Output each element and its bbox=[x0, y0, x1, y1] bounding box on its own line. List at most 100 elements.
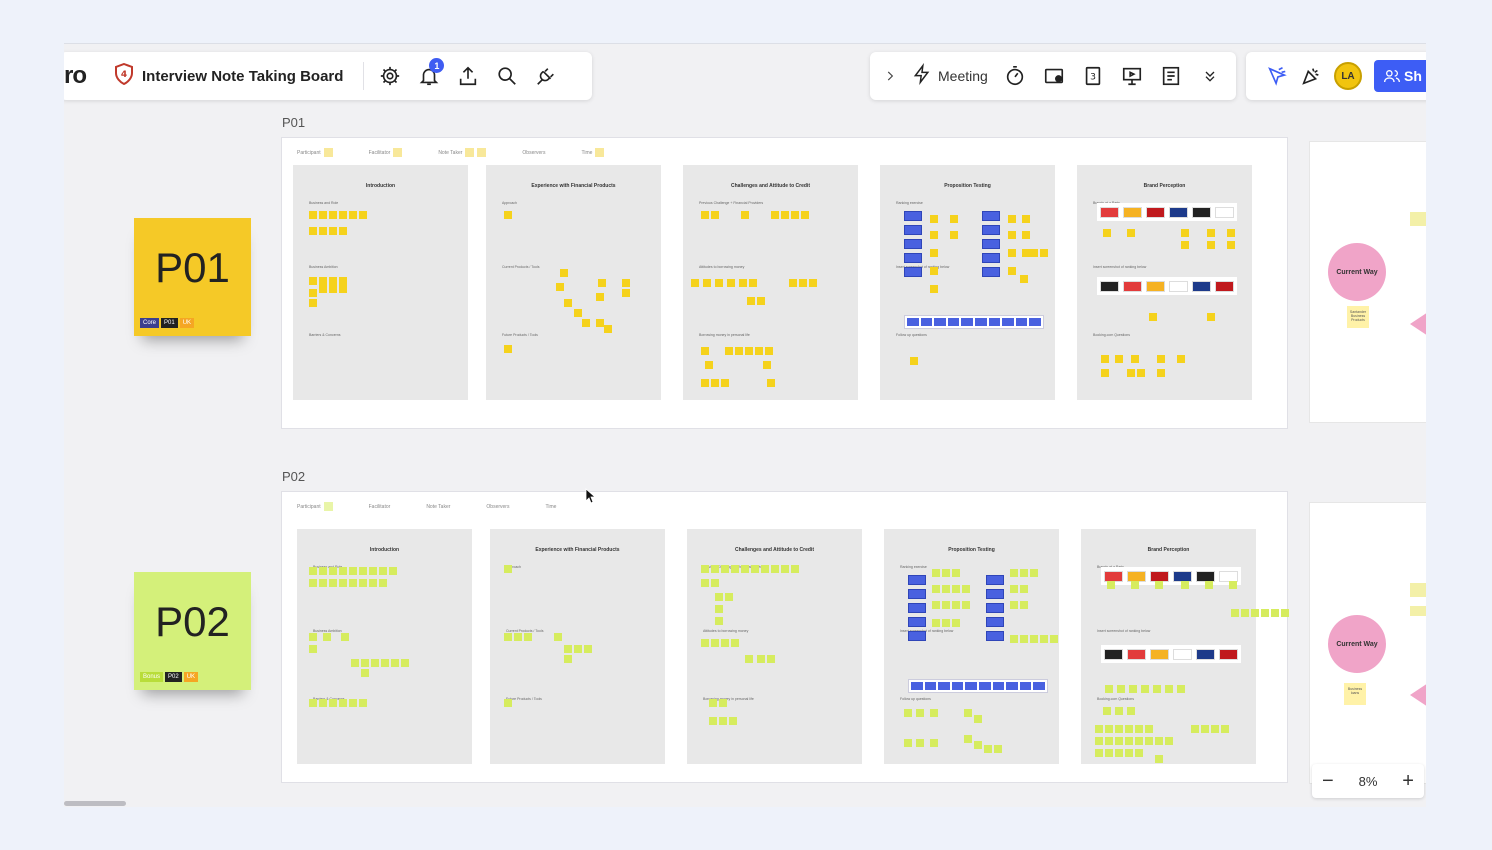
tag-country[interactable]: UK bbox=[183, 672, 199, 682]
sticky-note[interactable] bbox=[1115, 737, 1123, 745]
sticky-note[interactable] bbox=[309, 567, 317, 575]
sticky-note[interactable] bbox=[1181, 241, 1189, 249]
sticky-note[interactable]: Business loans bbox=[1344, 683, 1366, 705]
sticky-note[interactable] bbox=[781, 211, 789, 219]
sticky-note[interactable] bbox=[329, 227, 337, 235]
sticky-note[interactable] bbox=[763, 361, 771, 369]
sticky-note[interactable] bbox=[725, 593, 733, 601]
sticky-note[interactable] bbox=[504, 699, 512, 707]
board-title[interactable]: Interview Note Taking Board bbox=[142, 67, 344, 85]
sticky-note[interactable] bbox=[1410, 583, 1426, 597]
sticky-note[interactable] bbox=[1177, 685, 1185, 693]
sticky-note[interactable] bbox=[952, 585, 960, 593]
celebrate-button[interactable] bbox=[1294, 58, 1328, 94]
sticky-note[interactable] bbox=[359, 211, 367, 219]
sticky-note[interactable] bbox=[735, 347, 743, 355]
sticky-note[interactable] bbox=[962, 585, 970, 593]
sticky-note[interactable] bbox=[701, 639, 709, 647]
sticky-note[interactable] bbox=[930, 739, 938, 747]
sticky-note[interactable] bbox=[964, 709, 972, 717]
sticky-note[interactable] bbox=[741, 565, 749, 573]
sticky-note[interactable] bbox=[564, 655, 572, 663]
sticky-note[interactable] bbox=[757, 655, 765, 663]
sticky-note[interactable] bbox=[1207, 229, 1215, 237]
current-way-circle[interactable]: Current Way bbox=[1328, 243, 1386, 301]
sticky-note[interactable] bbox=[765, 347, 773, 355]
ranking-card[interactable] bbox=[904, 239, 922, 249]
sticky-note[interactable] bbox=[904, 739, 912, 747]
sticky-note[interactable] bbox=[309, 227, 317, 235]
sticky-note[interactable] bbox=[974, 715, 982, 723]
sticky-note[interactable] bbox=[1127, 369, 1135, 377]
sticky-note[interactable] bbox=[1149, 313, 1157, 321]
participant-sticky-p01[interactable]: P01 Core P01 UK bbox=[134, 218, 251, 336]
tag-participant[interactable]: P02 bbox=[165, 672, 182, 682]
sticky-note[interactable] bbox=[1227, 229, 1235, 237]
sticky-note[interactable] bbox=[721, 379, 729, 387]
sticky-note[interactable] bbox=[596, 293, 604, 301]
sticky-note[interactable] bbox=[1010, 601, 1018, 609]
sticky-note[interactable] bbox=[1211, 725, 1219, 733]
interview-section[interactable]: Introduction Business and Role Business Am… bbox=[293, 165, 468, 400]
sticky-note[interactable] bbox=[916, 739, 924, 747]
sticky-note[interactable] bbox=[904, 709, 912, 717]
ranking-card[interactable] bbox=[904, 267, 922, 277]
zoom-level[interactable]: 8% bbox=[1358, 773, 1378, 789]
sticky-note[interactable] bbox=[339, 211, 347, 219]
sticky-note[interactable] bbox=[809, 279, 817, 287]
voting-button[interactable]: 3 bbox=[1074, 58, 1113, 94]
sticky-note[interactable] bbox=[747, 297, 755, 305]
presentation-button[interactable] bbox=[1113, 58, 1152, 94]
sticky-note[interactable] bbox=[1008, 249, 1016, 257]
sticky-note[interactable] bbox=[582, 319, 590, 327]
sticky-note[interactable] bbox=[339, 699, 347, 707]
sticky-note[interactable] bbox=[319, 699, 327, 707]
interview-section[interactable]: Introduction Business and Role Business Am… bbox=[297, 529, 472, 764]
sticky-note[interactable] bbox=[757, 297, 765, 305]
sticky-note[interactable] bbox=[709, 699, 717, 707]
sticky-note[interactable] bbox=[950, 215, 958, 223]
ranking-card[interactable] bbox=[908, 589, 926, 599]
sticky-note[interactable] bbox=[319, 579, 327, 587]
tag-bonus[interactable]: Bonus bbox=[140, 672, 164, 682]
sticky-note[interactable] bbox=[1125, 749, 1133, 757]
sticky-note[interactable] bbox=[1410, 212, 1426, 226]
frame-label-p02[interactable]: P02 bbox=[282, 469, 306, 484]
sticky-note[interactable] bbox=[994, 745, 1002, 753]
sticky-note[interactable] bbox=[789, 279, 797, 287]
sticky-note[interactable] bbox=[974, 741, 982, 749]
sticky-note[interactable] bbox=[691, 279, 699, 287]
ranking-card[interactable] bbox=[982, 253, 1000, 263]
sticky-note[interactable] bbox=[725, 347, 733, 355]
sticky-note[interactable] bbox=[1103, 707, 1111, 715]
sticky-note[interactable] bbox=[711, 579, 719, 587]
sticky-note[interactable] bbox=[1022, 215, 1030, 223]
sticky-note[interactable] bbox=[369, 579, 377, 587]
sticky-note[interactable] bbox=[703, 279, 711, 287]
sticky-note[interactable] bbox=[711, 565, 719, 573]
sticky-note[interactable] bbox=[1010, 569, 1018, 577]
sticky-note[interactable] bbox=[1095, 725, 1103, 733]
sticky-note[interactable] bbox=[1115, 707, 1123, 715]
sticky-note[interactable] bbox=[309, 299, 317, 307]
export-button[interactable] bbox=[448, 58, 487, 94]
sticky-note[interactable] bbox=[1181, 581, 1189, 589]
sticky-note[interactable] bbox=[701, 579, 709, 587]
sticky-note[interactable] bbox=[1157, 355, 1165, 363]
sticky-note[interactable] bbox=[715, 593, 723, 601]
sticky-note[interactable] bbox=[1261, 609, 1269, 617]
sticky-note[interactable] bbox=[339, 285, 347, 293]
interview-section[interactable]: Challenges and Attitude to Credit Previou… bbox=[683, 165, 858, 400]
sticky-note[interactable] bbox=[942, 619, 950, 627]
sticky-note[interactable] bbox=[1181, 229, 1189, 237]
sticky-note[interactable] bbox=[719, 717, 727, 725]
apps-button[interactable] bbox=[526, 58, 565, 94]
ranking-screenshot[interactable] bbox=[904, 315, 1044, 329]
sticky-note[interactable] bbox=[309, 277, 317, 285]
sticky-note[interactable] bbox=[1008, 215, 1016, 223]
sticky-note[interactable] bbox=[731, 565, 739, 573]
sticky-note[interactable] bbox=[1125, 737, 1133, 745]
sticky-note[interactable] bbox=[771, 565, 779, 573]
sticky-note[interactable] bbox=[369, 567, 377, 575]
shield-icon[interactable]: 4 bbox=[114, 62, 134, 90]
